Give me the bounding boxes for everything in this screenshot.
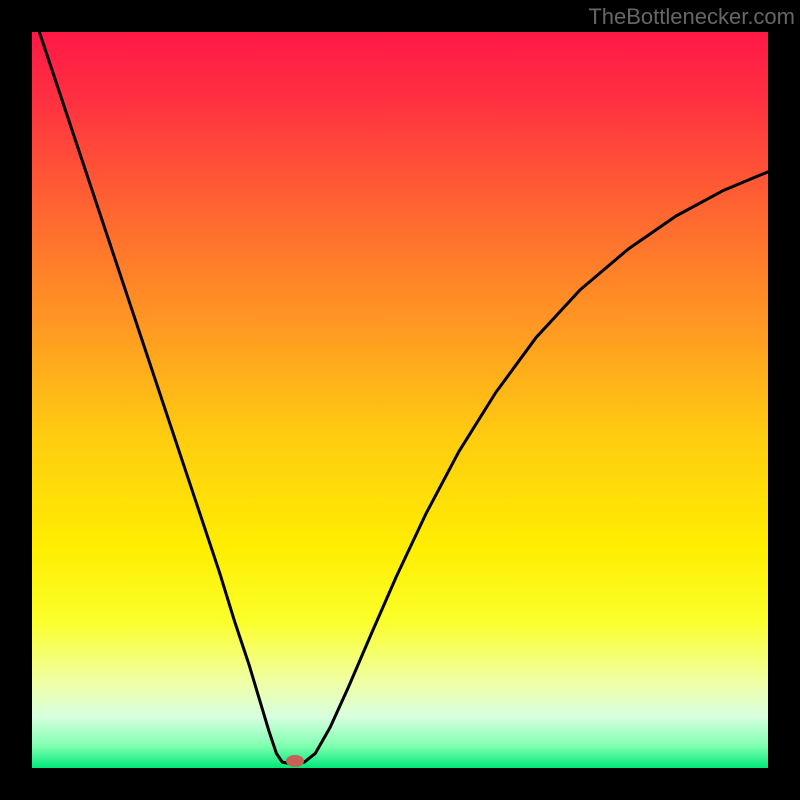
plot-area xyxy=(32,32,768,768)
frame-border-right xyxy=(768,0,800,800)
frame-border-left xyxy=(0,0,32,800)
curve-layer xyxy=(32,32,768,768)
optimum-marker xyxy=(286,755,304,767)
watermark-text: TheBottlenecker.com xyxy=(588,4,795,30)
bottleneck-curve xyxy=(39,32,768,764)
frame-border-bottom xyxy=(0,768,800,800)
chart-canvas: TheBottlenecker.com xyxy=(0,0,800,800)
